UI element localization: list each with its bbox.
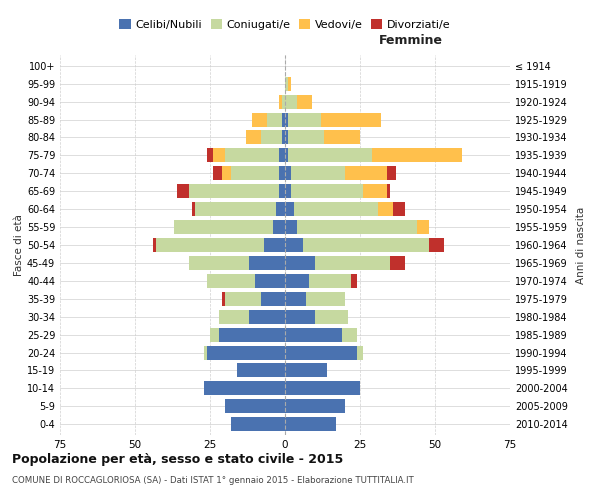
Bar xyxy=(315,310,348,324)
Bar xyxy=(264,238,285,252)
Bar xyxy=(417,220,429,234)
Bar xyxy=(285,202,294,216)
Bar xyxy=(207,148,213,162)
Bar xyxy=(282,130,285,144)
Bar xyxy=(204,382,285,396)
Bar xyxy=(177,184,189,198)
Bar xyxy=(285,256,315,270)
Bar xyxy=(207,274,255,288)
Bar xyxy=(252,112,267,126)
Bar xyxy=(288,130,324,144)
Bar xyxy=(225,148,279,162)
Bar xyxy=(285,130,288,144)
Bar xyxy=(345,166,387,180)
Bar xyxy=(291,184,363,198)
Text: COMUNE DI ROCCAGLORIOSA (SA) - Dati ISTAT 1° gennaio 2015 - Elaborazione TUTTITA: COMUNE DI ROCCAGLORIOSA (SA) - Dati ISTA… xyxy=(12,476,414,485)
Bar xyxy=(306,292,345,306)
Bar xyxy=(315,256,390,270)
Bar xyxy=(285,400,345,413)
Bar xyxy=(213,148,225,162)
Bar xyxy=(342,328,357,342)
Bar xyxy=(297,94,312,108)
Bar xyxy=(279,184,285,198)
Bar xyxy=(294,202,378,216)
Bar xyxy=(153,238,156,252)
Bar xyxy=(237,364,285,378)
Bar xyxy=(429,238,444,252)
Bar xyxy=(285,346,357,360)
Bar xyxy=(207,346,285,360)
Bar xyxy=(231,418,285,431)
Bar xyxy=(303,238,429,252)
Bar xyxy=(231,166,279,180)
Bar xyxy=(279,148,285,162)
Bar xyxy=(372,148,462,162)
Bar xyxy=(261,130,282,144)
Bar xyxy=(255,274,285,288)
Bar xyxy=(291,166,345,180)
Bar xyxy=(156,238,264,252)
Bar xyxy=(279,166,285,180)
Bar xyxy=(285,382,360,396)
Bar xyxy=(189,256,249,270)
Bar xyxy=(225,292,261,306)
Bar xyxy=(174,220,273,234)
Bar xyxy=(309,274,351,288)
Bar xyxy=(249,256,285,270)
Bar xyxy=(285,166,291,180)
Text: Popolazione per età, sesso e stato civile - 2015: Popolazione per età, sesso e stato civil… xyxy=(12,452,343,466)
Bar xyxy=(273,220,285,234)
Bar xyxy=(210,328,219,342)
Bar xyxy=(324,130,360,144)
Bar xyxy=(189,184,279,198)
Bar xyxy=(285,310,315,324)
Bar xyxy=(285,238,303,252)
Bar xyxy=(204,346,207,360)
Bar xyxy=(357,346,363,360)
Bar xyxy=(285,184,291,198)
Bar xyxy=(288,112,321,126)
Bar xyxy=(285,112,288,126)
Bar xyxy=(378,202,393,216)
Bar xyxy=(288,148,372,162)
Bar xyxy=(192,202,195,216)
Bar xyxy=(351,274,357,288)
Bar xyxy=(390,256,405,270)
Bar xyxy=(297,220,417,234)
Bar xyxy=(285,274,309,288)
Bar xyxy=(285,418,336,431)
Bar xyxy=(261,292,285,306)
Bar xyxy=(321,112,381,126)
Legend: Celibi/Nubili, Coniugati/e, Vedovi/e, Divorziati/e: Celibi/Nubili, Coniugati/e, Vedovi/e, Di… xyxy=(115,15,455,34)
Bar xyxy=(246,130,261,144)
Bar xyxy=(387,166,396,180)
Y-axis label: Fasce di età: Fasce di età xyxy=(14,214,24,276)
Bar xyxy=(219,310,249,324)
Bar xyxy=(219,328,285,342)
Bar xyxy=(276,202,285,216)
Bar xyxy=(285,292,306,306)
Bar xyxy=(393,202,405,216)
Bar xyxy=(225,400,285,413)
Bar xyxy=(363,184,387,198)
Bar xyxy=(195,202,276,216)
Bar xyxy=(285,148,288,162)
Bar xyxy=(222,292,225,306)
Bar xyxy=(282,94,285,108)
Bar xyxy=(285,76,288,90)
Bar xyxy=(285,328,342,342)
Y-axis label: Anni di nascita: Anni di nascita xyxy=(576,206,586,284)
Bar xyxy=(387,184,390,198)
Bar xyxy=(285,94,297,108)
Bar xyxy=(249,310,285,324)
Bar xyxy=(282,112,285,126)
Bar xyxy=(285,364,327,378)
Bar xyxy=(288,76,291,90)
Bar xyxy=(222,166,231,180)
Bar xyxy=(285,220,297,234)
Bar xyxy=(279,94,282,108)
Bar xyxy=(213,166,222,180)
Bar xyxy=(267,112,282,126)
Text: Femmine: Femmine xyxy=(379,34,443,48)
